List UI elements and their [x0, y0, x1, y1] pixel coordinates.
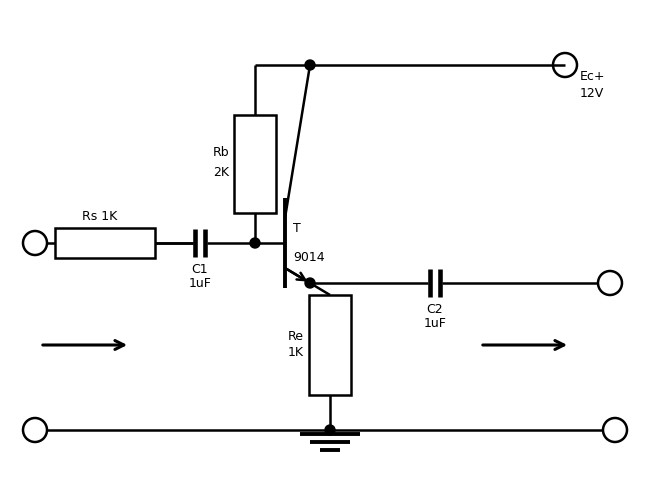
- Text: 2K: 2K: [213, 166, 229, 179]
- Circle shape: [305, 278, 315, 288]
- Text: 1uF: 1uF: [424, 317, 446, 330]
- Text: Rb: Rb: [213, 146, 229, 159]
- Text: Rs 1K: Rs 1K: [82, 210, 118, 223]
- Circle shape: [250, 238, 260, 248]
- Circle shape: [305, 60, 315, 70]
- Text: Re: Re: [288, 330, 304, 343]
- Text: T: T: [293, 222, 301, 235]
- Text: 9014: 9014: [293, 251, 325, 264]
- Text: Ec+: Ec+: [580, 70, 605, 83]
- Text: 1uF: 1uF: [189, 277, 211, 290]
- Circle shape: [325, 425, 335, 435]
- Text: C1: C1: [192, 263, 208, 276]
- Text: 1K: 1K: [288, 346, 304, 359]
- Bar: [234, 115, 276, 213]
- Bar: [309, 295, 351, 395]
- Bar: [55, 228, 155, 258]
- Text: 12V: 12V: [580, 87, 604, 100]
- Text: C2: C2: [426, 303, 443, 316]
